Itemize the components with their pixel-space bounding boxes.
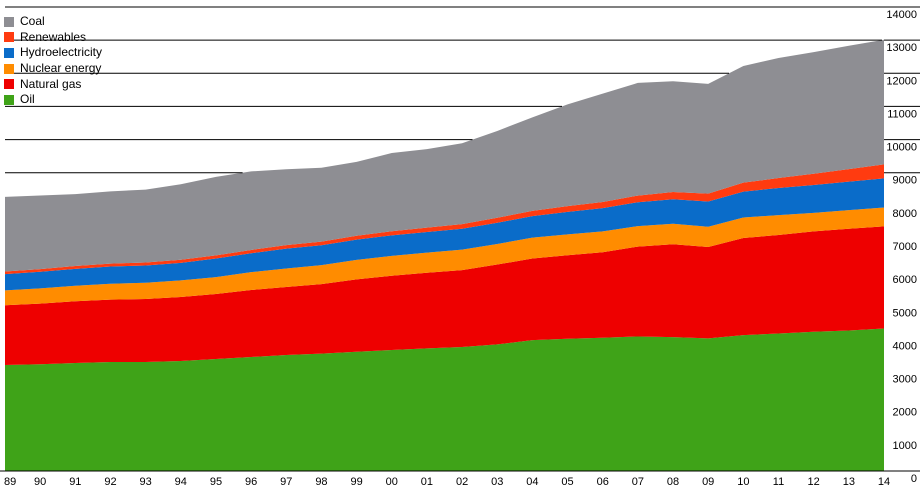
legend-item: Natural gas (4, 76, 102, 92)
x-tick-label: 91 (69, 476, 81, 487)
x-tick-label: 02 (456, 476, 468, 487)
x-tick-label: 03 (491, 476, 503, 487)
x-tick-label: 93 (140, 476, 152, 487)
legend-item: Nuclear energy (4, 61, 102, 77)
legend-label: Coal (20, 14, 45, 29)
area-oil (5, 328, 884, 471)
area-natural-gas (5, 226, 884, 365)
area-coal (5, 39, 884, 272)
x-tick-label: 96 (245, 476, 257, 487)
x-tick-label: 08 (667, 476, 679, 487)
x-tick-label: 00 (386, 476, 398, 487)
y-tick-label: 3000 (893, 374, 917, 386)
legend-item: Hydroelectricity (4, 45, 102, 61)
chart-legend: Coal Renewables Hydroelectricity Nuclear en… (4, 14, 102, 108)
y-tick-label: 4000 (893, 340, 917, 352)
y-tick-label: 9000 (893, 175, 917, 187)
area-hydroelectricity (5, 178, 884, 291)
y-tick-label: 1000 (893, 440, 917, 452)
x-tick-label: 11 (773, 476, 784, 487)
y-tick-label: 12000 (886, 75, 917, 87)
y-tick-label: 2000 (893, 407, 917, 419)
legend-swatch (4, 47, 14, 58)
legend-label: Oil (20, 92, 35, 107)
x-tick-label: 06 (597, 476, 609, 487)
x-tick-label: 13 (843, 476, 855, 487)
x-tick-label: 05 (561, 476, 573, 487)
legend-item: Renewables (4, 30, 102, 46)
legend-item: Oil (4, 92, 102, 108)
x-tick-label: 95 (210, 476, 222, 487)
x-tick-label: 14 (878, 476, 890, 487)
y-tick-label: 11000 (887, 108, 917, 120)
x-tick-label: 12 (808, 476, 820, 487)
y-tick-label: 7000 (893, 241, 917, 253)
legend-swatch (4, 94, 14, 105)
legend-label: Nuclear energy (20, 61, 102, 76)
legend-label: Hydroelectricity (20, 45, 103, 60)
x-tick-label: 04 (526, 476, 538, 487)
x-tick-label: 89 (4, 476, 16, 487)
y-tick-label: 14000 (886, 9, 917, 21)
y-axis-tick-labels: 0 1000 2000 3000 4000 5000 6000 7000 8000 9000 100… (886, 9, 917, 485)
legend-label: Renewables (20, 29, 87, 44)
gridlines (5, 6, 920, 174)
x-tick-label: 92 (104, 476, 116, 487)
y-tick-label: 8000 (893, 208, 917, 220)
y-tick-label: 10000 (886, 142, 917, 154)
x-tick-label: 98 (315, 476, 327, 487)
x-axis-tick-labels: 89 90 91 92 93 94 95 96 97 98 99 00 01 02 03 04 05 06 07 08… (4, 476, 890, 487)
legend-item: Coal (4, 14, 102, 30)
y-tick-label: 0 (911, 473, 917, 485)
y-tick-label: 6000 (893, 274, 917, 286)
x-tick-label: 01 (421, 476, 433, 487)
x-tick-label: 99 (350, 476, 362, 487)
x-tick-label: 97 (280, 476, 292, 487)
x-tick-label: 10 (737, 476, 749, 487)
area-nuclear-energy (5, 207, 884, 306)
legend-swatch (4, 79, 14, 90)
area-layers (5, 39, 884, 471)
x-tick-label: 09 (702, 476, 714, 487)
x-tick-label: 94 (175, 476, 187, 487)
legend-swatch (4, 16, 14, 27)
legend-swatch (4, 32, 14, 43)
legend-label: Natural gas (20, 76, 82, 91)
y-tick-label: 13000 (886, 42, 917, 54)
x-tick-label: 90 (34, 476, 46, 487)
x-tick-label: 07 (632, 476, 644, 487)
y-tick-label: 5000 (893, 307, 917, 319)
legend-swatch (4, 63, 14, 74)
